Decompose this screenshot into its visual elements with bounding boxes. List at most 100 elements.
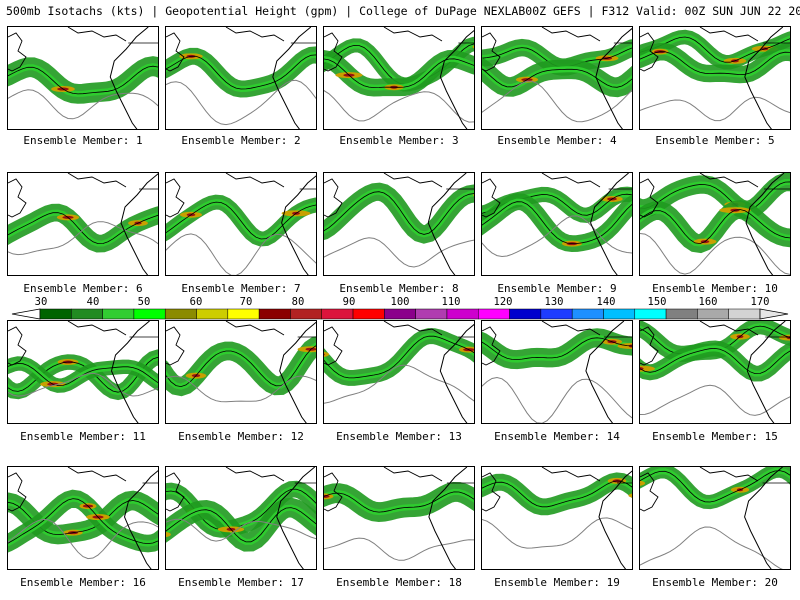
coastline-alaska xyxy=(699,173,759,188)
coastline-asia xyxy=(482,32,501,72)
coastline xyxy=(428,467,468,569)
coastline xyxy=(745,173,785,275)
ensemble-member-label: Ensemble Member: 10 xyxy=(652,282,778,295)
height-contour xyxy=(166,345,316,388)
ensemble-member-label: Ensemble Member: 9 xyxy=(497,282,617,295)
coastline-alaska xyxy=(67,27,127,42)
jet-max xyxy=(640,480,646,486)
ensemble-map xyxy=(324,321,474,423)
ensemble-map xyxy=(8,467,158,569)
colorbar-segment xyxy=(415,308,448,320)
colorbar-segment xyxy=(196,308,229,320)
ensemble-panel xyxy=(481,172,633,276)
coastline xyxy=(595,27,632,129)
ensemble-panel xyxy=(639,26,791,130)
coastline-asia xyxy=(8,472,27,512)
coastline-alaska xyxy=(383,173,443,188)
height-contour xyxy=(482,201,632,245)
coastline-asia xyxy=(482,326,501,366)
ensemble-member-label: Ensemble Member: 5 xyxy=(655,134,775,147)
colorbar-tick-label: 90 xyxy=(342,296,356,308)
coastline-asia xyxy=(324,178,343,218)
ensemble-member-label: Ensemble Member: 14 xyxy=(494,430,620,443)
height-contour xyxy=(8,498,158,545)
coastline-asia xyxy=(324,32,343,72)
ensemble-panel xyxy=(323,26,475,130)
height-contour-gray xyxy=(482,517,632,549)
ensemble-member-label: Ensemble Member: 2 xyxy=(181,134,301,147)
coastline xyxy=(585,321,625,423)
ensemble-member-label: Ensemble Member: 4 xyxy=(497,134,617,147)
coastline xyxy=(120,173,158,275)
coastline-alaska xyxy=(383,27,443,42)
coastline-alaska xyxy=(541,27,601,42)
ensemble-member-label: Ensemble Member: 13 xyxy=(336,430,462,443)
coastline xyxy=(427,173,467,275)
coastline xyxy=(744,467,783,569)
height-contour xyxy=(166,507,316,543)
coastline-alaska xyxy=(699,321,759,336)
ensemble-map xyxy=(640,27,790,129)
coastline-alaska xyxy=(541,467,601,482)
header-left-title: 500mb Isotachs (kts) | Geopotential Heig… xyxy=(6,4,526,18)
height-contour-gray xyxy=(8,221,158,256)
ensemble-map xyxy=(8,321,158,423)
colorbar-tick-label: 70 xyxy=(239,296,253,308)
height-contour xyxy=(166,201,316,240)
height-contour-gray xyxy=(166,375,316,403)
height-contour-gray xyxy=(166,233,316,275)
coastline xyxy=(109,27,149,129)
height-contour xyxy=(324,58,474,89)
coastline-asia xyxy=(482,472,501,512)
colorbar-segment xyxy=(39,308,72,320)
colorbar-tick-label: 110 xyxy=(441,296,461,308)
ensemble-panel xyxy=(7,320,159,424)
colorbar-segment xyxy=(446,308,479,320)
height-contour-gray xyxy=(166,518,316,542)
coastline xyxy=(123,470,158,569)
ensemble-map xyxy=(8,27,158,129)
ensemble-panel xyxy=(323,466,475,570)
ensemble-panel xyxy=(165,320,317,424)
ensemble-map xyxy=(166,27,316,129)
height-contour xyxy=(324,335,474,379)
colorbar-tick-label: 30 xyxy=(34,296,48,308)
height-contour xyxy=(640,51,790,76)
ensemble-map xyxy=(640,173,790,275)
colorbar-segment xyxy=(227,308,260,320)
coastline xyxy=(276,467,316,569)
ensemble-member-label: Ensemble Member: 16 xyxy=(20,576,146,589)
colorbar-tick-label: 150 xyxy=(647,296,667,308)
colorbar-segment xyxy=(478,308,510,320)
coastline-asia xyxy=(8,178,27,218)
coastline-asia xyxy=(324,472,343,512)
coastline xyxy=(281,175,316,275)
coastline-alaska xyxy=(541,173,601,188)
coastline-alaska xyxy=(541,321,601,336)
colorbar-segment xyxy=(384,308,416,320)
ensemble-panel xyxy=(7,172,159,276)
coastline xyxy=(110,321,150,423)
colorbar-tick-label: 100 xyxy=(390,296,410,308)
ensemble-panel xyxy=(481,466,633,570)
coastline xyxy=(590,173,629,275)
height-contour-gray xyxy=(640,384,790,416)
height-contour xyxy=(640,347,790,375)
colorbar-tick-label: 130 xyxy=(544,296,564,308)
ensemble-panel xyxy=(639,466,791,570)
colorbar-tick-label: 40 xyxy=(86,296,100,308)
colorbar-tick-label: 120 xyxy=(493,296,513,308)
colorbar-segment xyxy=(258,308,291,320)
height-contour-gray xyxy=(640,232,790,275)
coastline xyxy=(439,29,474,129)
ensemble-map xyxy=(166,173,316,275)
height-contour-gray xyxy=(482,80,632,123)
ensemble-panel xyxy=(323,172,475,276)
ensemble-member-label: Ensemble Member: 8 xyxy=(339,282,459,295)
coastline-alaska xyxy=(383,467,443,482)
coastline-asia xyxy=(166,472,185,512)
coastline-alaska xyxy=(67,467,127,482)
height-contour xyxy=(482,337,632,361)
height-contour xyxy=(324,191,474,235)
coastline-alaska xyxy=(67,173,127,188)
